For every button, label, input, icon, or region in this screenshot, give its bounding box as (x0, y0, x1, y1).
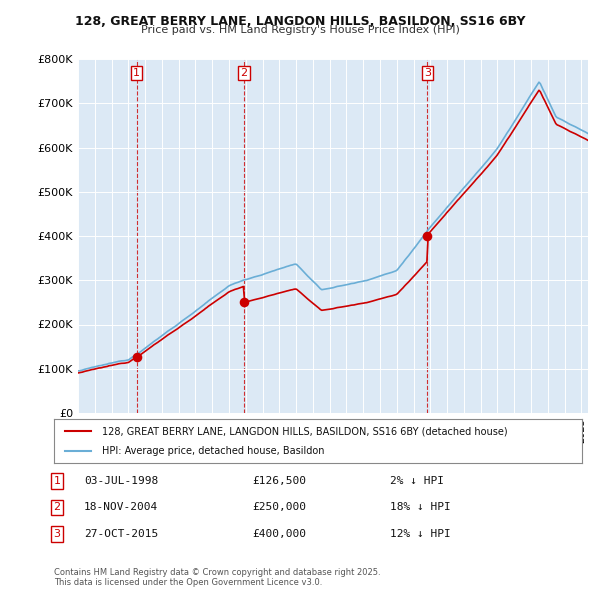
Text: Price paid vs. HM Land Registry's House Price Index (HPI): Price paid vs. HM Land Registry's House … (140, 25, 460, 35)
Text: 3: 3 (424, 68, 431, 78)
Text: HPI: Average price, detached house, Basildon: HPI: Average price, detached house, Basi… (101, 446, 324, 455)
Text: Contains HM Land Registry data © Crown copyright and database right 2025.
This d: Contains HM Land Registry data © Crown c… (54, 568, 380, 587)
Text: 128, GREAT BERRY LANE, LANGDON HILLS, BASILDON, SS16 6BY (detached house): 128, GREAT BERRY LANE, LANGDON HILLS, BA… (101, 427, 507, 436)
Point (422, 231, 432, 241)
Text: 3: 3 (53, 529, 61, 539)
Point (239, 297, 248, 307)
Text: 27-OCT-2015: 27-OCT-2015 (84, 529, 158, 539)
Text: 03-JUL-1998: 03-JUL-1998 (84, 476, 158, 486)
Text: 2: 2 (53, 503, 61, 512)
Point (132, 352, 142, 362)
Text: 12% ↓ HPI: 12% ↓ HPI (390, 529, 451, 539)
Text: 1: 1 (53, 476, 61, 486)
Text: £400,000: £400,000 (252, 529, 306, 539)
Text: 18% ↓ HPI: 18% ↓ HPI (390, 503, 451, 512)
Text: £250,000: £250,000 (252, 503, 306, 512)
Text: 128, GREAT BERRY LANE, LANGDON HILLS, BASILDON, SS16 6BY: 128, GREAT BERRY LANE, LANGDON HILLS, BA… (75, 15, 525, 28)
Text: 2% ↓ HPI: 2% ↓ HPI (390, 476, 444, 486)
Text: 2: 2 (240, 68, 247, 78)
Text: £126,500: £126,500 (252, 476, 306, 486)
Text: 18-NOV-2004: 18-NOV-2004 (84, 503, 158, 512)
Text: 1: 1 (133, 68, 140, 78)
